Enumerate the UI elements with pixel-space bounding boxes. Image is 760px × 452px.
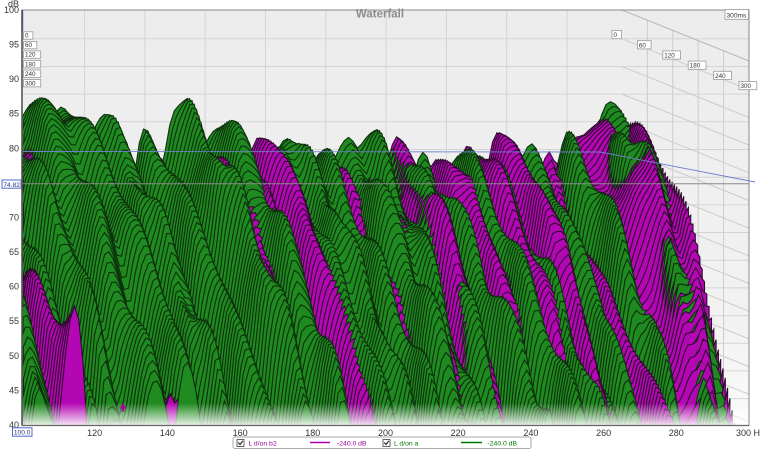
svg-text:L d/on b2: L d/on b2 <box>249 441 277 448</box>
svg-text:60: 60 <box>25 42 33 49</box>
svg-text:0: 0 <box>614 32 618 39</box>
svg-text:60: 60 <box>9 282 19 292</box>
svg-text:140: 140 <box>160 428 175 438</box>
svg-text:240: 240 <box>25 71 36 78</box>
svg-text:260: 260 <box>596 428 611 438</box>
svg-text:50: 50 <box>9 351 19 361</box>
svg-text:90: 90 <box>9 74 19 84</box>
svg-text:300: 300 <box>25 80 36 87</box>
svg-text:65: 65 <box>9 247 19 257</box>
svg-text:55: 55 <box>9 316 19 326</box>
svg-text:L d/on a: L d/on a <box>394 441 419 448</box>
svg-text:-240.0 dB: -240.0 dB <box>488 441 518 448</box>
svg-text:100.0: 100.0 <box>14 430 31 437</box>
svg-text:280: 280 <box>669 428 684 438</box>
svg-text:120: 120 <box>87 428 102 438</box>
svg-text:180: 180 <box>690 63 701 70</box>
svg-text:80: 80 <box>9 143 19 153</box>
svg-text:200: 200 <box>378 428 393 438</box>
svg-text:-240.0 dB: -240.0 dB <box>337 441 367 448</box>
svg-text:180: 180 <box>25 61 36 68</box>
svg-text:95: 95 <box>9 40 19 50</box>
svg-text:100: 100 <box>4 5 19 15</box>
svg-text:70: 70 <box>9 213 19 223</box>
svg-text:40: 40 <box>9 420 19 430</box>
svg-text:240: 240 <box>715 73 726 80</box>
svg-text:120: 120 <box>25 52 36 59</box>
svg-text:85: 85 <box>9 109 19 119</box>
svg-text:180: 180 <box>305 428 320 438</box>
svg-text:300 Hz: 300 Hz <box>736 428 760 438</box>
svg-text:160: 160 <box>233 428 248 438</box>
svg-text:Waterfall: Waterfall <box>356 9 404 21</box>
svg-text:45: 45 <box>9 385 19 395</box>
svg-text:240: 240 <box>523 428 538 438</box>
svg-text:60: 60 <box>639 42 647 49</box>
svg-text:74.82: 74.82 <box>3 182 20 189</box>
svg-text:220: 220 <box>451 428 466 438</box>
svg-text:300ms: 300ms <box>727 13 747 20</box>
svg-text:120: 120 <box>664 53 675 60</box>
svg-text:dB: dB <box>8 0 19 9</box>
svg-text:0: 0 <box>25 33 29 40</box>
svg-text:300: 300 <box>741 83 752 90</box>
